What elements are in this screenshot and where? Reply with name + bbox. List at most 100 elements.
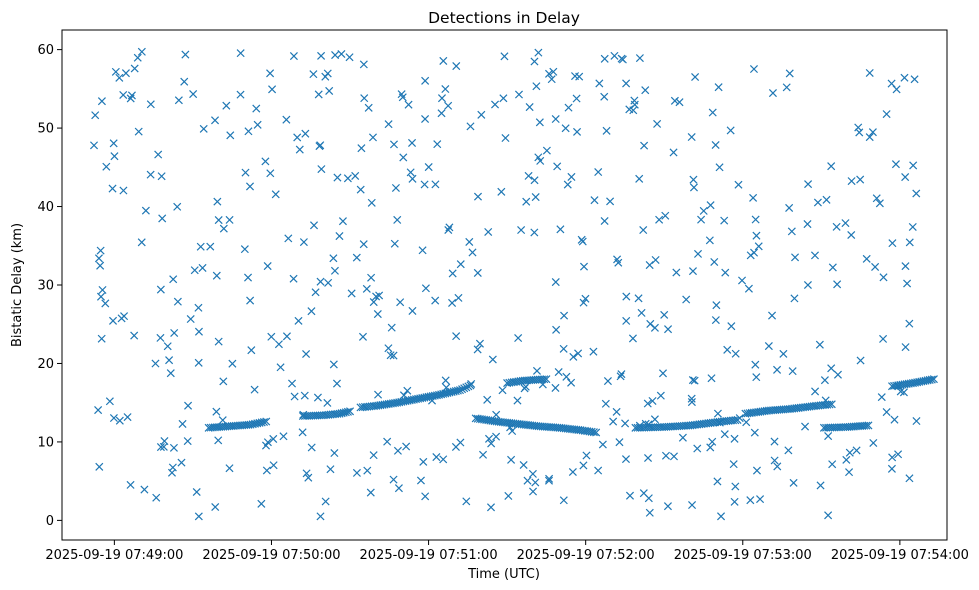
data-point [402,442,411,451]
data-point [130,64,139,73]
data-point [643,399,652,408]
data-point [309,221,319,230]
data-point [544,476,554,485]
data-point [785,203,794,212]
data-point [514,334,523,343]
data-point [460,384,469,393]
data-point [833,370,842,379]
data-point [261,157,270,166]
data-point [891,160,900,169]
data-point [390,239,399,248]
data-point [419,457,428,466]
data-point [706,201,715,210]
data-point [589,428,598,437]
data-point [329,360,338,369]
data-point [190,266,199,275]
data-point [549,67,558,76]
data-point [630,96,639,105]
data-point [610,51,619,60]
data-point [102,162,111,171]
data-point [609,417,618,426]
data-point [785,69,794,78]
data-point [345,407,355,416]
data-point [803,280,812,290]
data-point [779,349,788,358]
data-point [108,316,118,325]
data-point [691,72,700,82]
data-point [658,369,668,378]
data-point [352,253,361,262]
data-point [194,358,203,367]
data-point [856,356,865,365]
data-point [225,215,234,224]
data-point [841,219,850,228]
data-point [749,64,758,74]
data-point [746,251,755,260]
data-point [573,127,582,136]
data-point [266,169,275,178]
data-point [259,417,269,426]
data-point [551,115,560,124]
data-point [373,310,382,319]
data-point [212,407,221,416]
data-point [723,345,732,354]
data-point [890,415,899,424]
data-point [307,443,316,452]
data-point [875,199,884,208]
data-point [468,248,477,257]
data-point [451,442,460,451]
data-point [734,180,743,189]
data-point [650,415,659,424]
data-point [821,396,830,405]
data-point [123,413,132,422]
data-point [912,416,921,426]
data-point [789,478,798,487]
data-point [317,51,326,60]
data-point [530,228,539,237]
data-point [268,85,277,94]
data-point [316,141,325,150]
data-point [363,466,372,475]
data-point [706,443,715,452]
data-point [600,216,609,226]
data-point [105,397,114,406]
data-point [530,57,539,66]
x-tick-label: 2025-09-19 07:53:00 [674,548,812,563]
data-point [634,294,643,303]
data-point [396,298,405,307]
data-point [560,311,569,320]
data-point [284,234,293,243]
data-point [845,448,854,457]
data-point [579,461,588,470]
data-point [629,106,638,115]
data-point [321,72,330,81]
x-tick-label: 2025-09-19 07:51:00 [360,548,498,563]
data-point [491,100,500,109]
data-point [351,171,360,180]
data-point [214,337,223,346]
data-point [784,446,793,455]
data-point [615,438,624,447]
data-point [862,421,871,430]
x-tick-label: 2025-09-19 07:52:00 [517,548,655,563]
data-point [186,315,195,324]
data-point [206,242,215,251]
data-point [824,432,833,441]
data-point [901,173,910,182]
data-point [497,187,506,196]
data-point [687,394,696,403]
data-point [96,292,106,301]
data-point [487,439,496,448]
data-point [157,172,166,181]
data-point [347,289,356,298]
data-point [699,206,708,215]
data-point [406,168,415,177]
data-point [514,90,524,99]
data-point [169,443,178,452]
data-point [865,133,874,142]
data-point [433,140,442,149]
data-point [146,170,155,179]
data-point [115,73,124,82]
data-point [117,314,126,323]
data-point [910,75,919,84]
